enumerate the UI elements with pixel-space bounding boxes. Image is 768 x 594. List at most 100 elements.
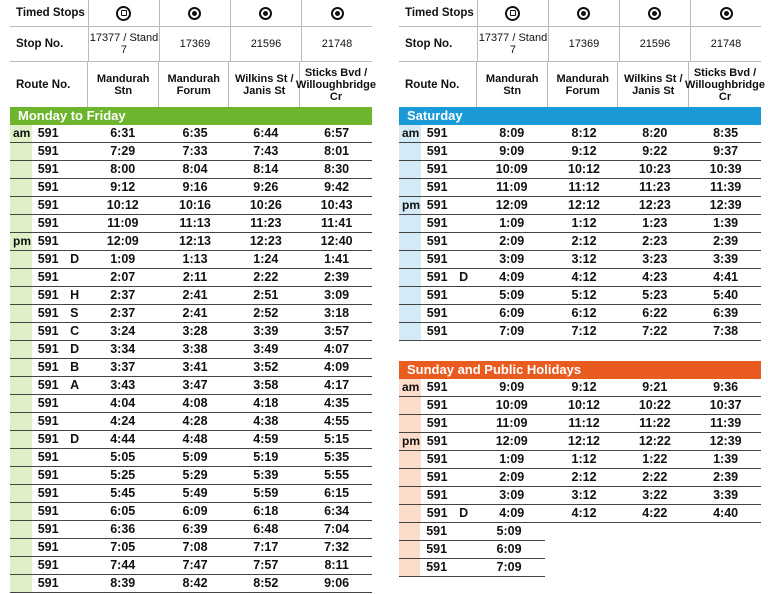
table-row: 591 11:09 11:12 11:23 11:39 xyxy=(399,179,761,197)
table-row: 591 B 3:37 3:41 3:52 4:09 xyxy=(10,359,372,377)
departure-time: 5:15 xyxy=(324,432,350,446)
departure-time: 4:55 xyxy=(324,414,350,428)
period-label xyxy=(10,215,32,232)
departure-time: 6:57 xyxy=(324,126,350,140)
departure-time: 2:41 xyxy=(182,288,208,302)
route-variant xyxy=(70,485,86,502)
route-number: 591 xyxy=(426,452,448,466)
departure-time: 4:28 xyxy=(182,414,208,428)
route-variant: B xyxy=(70,360,80,374)
period-label: am xyxy=(10,125,32,142)
departure-time: 9:12 xyxy=(110,180,136,194)
route-variant xyxy=(459,469,475,486)
stop-no-label: Stop No. xyxy=(405,38,453,50)
departure-time: 2:09 xyxy=(499,470,525,484)
departure-time: 11:23 xyxy=(639,180,671,194)
departure-time: 3:18 xyxy=(324,306,350,320)
departure-time: 9:26 xyxy=(253,180,279,194)
period-label xyxy=(10,305,32,322)
departure-time: 3:23 xyxy=(642,252,668,266)
period-label xyxy=(399,523,421,540)
departure-time: 8:11 xyxy=(324,558,349,572)
period-label xyxy=(399,559,421,576)
route-variant xyxy=(70,395,86,412)
stop-no-label: Stop No. xyxy=(16,38,64,50)
period-label xyxy=(10,143,32,160)
departure-time: 11:23 xyxy=(250,216,282,230)
route-number: 591 xyxy=(37,396,59,410)
table-row: 591 8:00 8:04 8:14 8:30 xyxy=(10,161,372,179)
route-number: 591 xyxy=(426,488,448,502)
departure-time: 4:18 xyxy=(253,396,279,410)
departure-time: 5:19 xyxy=(253,450,279,464)
table-row: 591 D 4:09 4:12 4:22 4:40 xyxy=(399,505,761,523)
route-number: 591 xyxy=(426,324,448,338)
period-label xyxy=(399,161,421,178)
departure-time: 12:09 xyxy=(495,434,528,448)
departure-time: 5:29 xyxy=(182,468,208,482)
sunday-rows: am 591 9:09 9:12 9:21 9:36 591 10:09 10:12 10:22 1… xyxy=(399,379,761,523)
departure-time: 9:21 xyxy=(642,380,668,394)
period-label xyxy=(399,415,421,432)
departure-time: 7:09 xyxy=(499,324,525,338)
departure-time: 2:52 xyxy=(253,306,279,320)
table-row: am 591 9:09 9:12 9:21 9:36 xyxy=(399,379,761,397)
route-variant xyxy=(70,161,86,178)
period-label xyxy=(10,503,32,520)
departure-time: 4:09 xyxy=(499,270,525,284)
route-variant xyxy=(459,143,475,160)
route-number: 591 xyxy=(37,504,59,518)
route-number: 591 xyxy=(426,434,448,448)
period-label xyxy=(399,233,421,250)
table-row: 591 5:25 5:29 5:39 5:55 xyxy=(10,467,372,485)
timed-stops-row: Timed Stops xyxy=(10,0,372,27)
departure-time: 8:52 xyxy=(253,576,279,590)
period-label: pm xyxy=(399,197,421,214)
weekday-timetable: Timed Stops Stop No. 17377 / Stand 7 173… xyxy=(10,0,376,593)
route-number: 591 xyxy=(37,540,59,554)
departure-time: 7:32 xyxy=(324,540,350,554)
departure-time: 12:13 xyxy=(179,234,212,248)
table-row: 591 9:09 9:12 9:22 9:37 xyxy=(399,143,761,161)
departure-time: 8:20 xyxy=(642,126,668,140)
departure-time: 9:06 xyxy=(324,576,350,590)
route-number: 591 xyxy=(426,270,448,284)
departure-time: 11:12 xyxy=(568,416,600,430)
period-label xyxy=(10,197,32,214)
departure-time: 5:39 xyxy=(253,468,279,482)
route-number: 591 xyxy=(37,162,59,176)
timing-point-icon xyxy=(259,6,273,20)
departure-time: 4:08 xyxy=(182,396,208,410)
departure-time: 5:09 xyxy=(182,450,208,464)
route-variant xyxy=(459,451,475,468)
period-label xyxy=(10,431,32,448)
period-label xyxy=(399,541,421,558)
stop-number: 21596 xyxy=(229,27,301,61)
departure-time: 12:39 xyxy=(709,198,742,212)
route-variant xyxy=(70,413,86,430)
departure-time: 11:09 xyxy=(496,180,528,194)
departure-time: 2:41 xyxy=(182,306,208,320)
departure-time: 3:34 xyxy=(110,342,136,356)
section-header-weekday: Monday to Friday xyxy=(10,107,372,125)
period-label: pm xyxy=(10,233,32,250)
departure-time: 8:01 xyxy=(324,144,350,158)
departure-time: 6:39 xyxy=(182,522,208,536)
timing-point-icon xyxy=(719,6,733,20)
departure-time: 6:18 xyxy=(253,504,279,518)
table-row: 591 5:05 5:09 5:19 5:35 xyxy=(10,449,372,467)
table-row: 591 4:04 4:08 4:18 4:35 xyxy=(10,395,372,413)
period-label xyxy=(399,323,421,340)
departure-time: 6:44 xyxy=(253,126,279,140)
timed-stops-label: Timed Stops xyxy=(16,7,85,19)
route-variant xyxy=(70,197,86,214)
route-variant xyxy=(70,521,86,538)
departure-time: 6:09 xyxy=(182,504,208,518)
departure-time: 4:22 xyxy=(642,506,668,520)
route-number: 591 xyxy=(37,198,59,212)
route-number: 591 xyxy=(37,288,59,302)
departure-time: 3:57 xyxy=(324,324,350,338)
period-label xyxy=(10,359,32,376)
departure-time: 3:39 xyxy=(713,252,739,266)
route-variant xyxy=(459,125,475,142)
